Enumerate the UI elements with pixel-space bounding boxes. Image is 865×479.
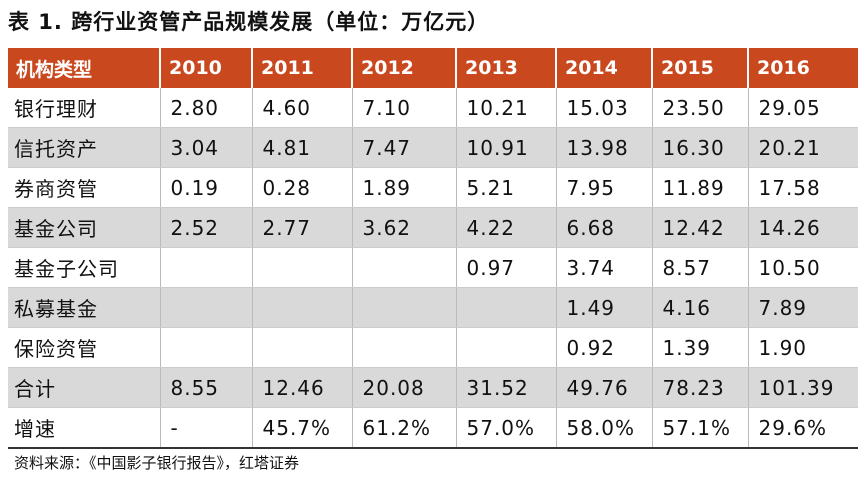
table-cell: 15.03: [555, 88, 652, 128]
table-cell: 29.6%: [747, 407, 858, 449]
table-cell: 7.89: [747, 287, 858, 328]
table-cell: 31.52: [455, 367, 556, 408]
table-cell: 16.30: [651, 127, 748, 168]
empty-cell: [455, 327, 556, 368]
table-cell: 6.68: [555, 207, 652, 248]
table-cell: 14.26: [747, 207, 858, 248]
table-cell: 11.89: [651, 167, 748, 208]
table-cell: 0.28: [251, 167, 352, 208]
header-row: 机构类型 2010 2011 2012 2013 2014 2015 2016: [8, 48, 858, 88]
table-cell: 23.50: [651, 88, 748, 128]
row-label: 保险资管: [8, 327, 160, 368]
table-cell: 10.50: [747, 247, 858, 288]
row-label: 增速: [8, 407, 160, 449]
table-cell: 57.0%: [455, 407, 556, 449]
table-cell: 0.97: [455, 247, 556, 288]
row-label: 基金子公司: [8, 247, 160, 288]
empty-cell: [251, 287, 352, 328]
header-cell: 2016: [747, 48, 858, 88]
table-body: 银行理财 2.80 4.60 7.10 10.21 15.03 23.50 29.05 信托资产…: [8, 88, 858, 449]
table-cell: 49.76: [555, 367, 652, 408]
table-cell: 78.23: [651, 367, 748, 408]
table-cell: 7.10: [351, 88, 456, 128]
table-cell: 2.80: [159, 88, 252, 128]
table-row: 保险资管 0.92 1.39 1.90: [8, 327, 858, 368]
table-cell: 3.62: [351, 207, 456, 248]
table-cell: 4.16: [651, 287, 748, 328]
table-cell: 20.08: [351, 367, 456, 408]
table-cell: 0.92: [555, 327, 652, 368]
table-row: 银行理财 2.80 4.60 7.10 10.21 15.03 23.50 29.05: [8, 88, 858, 128]
table-cell: 2.52: [159, 207, 252, 248]
row-label: 私募基金: [8, 287, 160, 328]
empty-cell: [351, 247, 456, 288]
header-cell: 机构类型: [8, 48, 160, 88]
table-row: 基金子公司 0.97 3.74 8.57 10.50: [8, 247, 858, 288]
table-row: 信托资产 3.04 4.81 7.47 10.91 13.98 16.30 20.21: [8, 127, 858, 168]
data-table: 机构类型 2010 2011 2012 2013 2014 2015 2016 银行理财 2.8…: [8, 48, 858, 449]
table-cell: 12.46: [251, 367, 352, 408]
table-cell: 13.98: [555, 127, 652, 168]
table-cell: 10.21: [455, 88, 556, 128]
header-cell: 2011: [251, 48, 352, 88]
header-cell: 2014: [555, 48, 652, 88]
empty-cell: [251, 327, 352, 368]
table-cell: 10.91: [455, 127, 556, 168]
table-cell: 7.47: [351, 127, 456, 168]
table-cell: -: [159, 407, 252, 449]
row-label: 银行理财: [8, 88, 160, 128]
table-cell: 3.74: [555, 247, 652, 288]
table-cell: 61.2%: [351, 407, 456, 449]
table-cell: 58.0%: [555, 407, 652, 449]
table-cell: 1.49: [555, 287, 652, 328]
header-cell: 2012: [351, 48, 456, 88]
row-label: 基金公司: [8, 207, 160, 248]
table-cell: 7.95: [555, 167, 652, 208]
empty-cell: [351, 287, 456, 328]
table-cell: 4.60: [251, 88, 352, 128]
row-label: 券商资管: [8, 167, 160, 208]
empty-cell: [455, 287, 556, 328]
table-row: 合计 8.55 12.46 20.08 31.52 49.76 78.23 101.39: [8, 367, 858, 408]
table-cell: 29.05: [747, 88, 858, 128]
table-cell: 8.57: [651, 247, 748, 288]
empty-cell: [159, 287, 252, 328]
table-cell: 17.58: [747, 167, 858, 208]
table-cell: 20.21: [747, 127, 858, 168]
table-cell: 5.21: [455, 167, 556, 208]
table-row: 私募基金 1.49 4.16 7.89: [8, 287, 858, 328]
table-cell: 1.39: [651, 327, 748, 368]
row-label: 信托资产: [8, 127, 160, 168]
table-cell: 2.77: [251, 207, 352, 248]
table-cell: 4.22: [455, 207, 556, 248]
table-title: 表 1. 跨行业资管产品规模发展（单位：万亿元）: [8, 10, 490, 34]
table-cell: 8.55: [159, 367, 252, 408]
header-cell: 2010: [159, 48, 252, 88]
table-cell: 57.1%: [651, 407, 748, 449]
table-cell: 4.81: [251, 127, 352, 168]
table-cell: 1.90: [747, 327, 858, 368]
table-cell: 101.39: [747, 367, 858, 408]
source-note: 资料来源：《中国影子银行报告》，红塔证券: [14, 454, 300, 472]
table-cell: 45.7%: [251, 407, 352, 449]
header-cell: 2013: [455, 48, 556, 88]
table-cell: 12.42: [651, 207, 748, 248]
empty-cell: [351, 327, 456, 368]
table-row: 券商资管 0.19 0.28 1.89 5.21 7.95 11.89 17.58: [8, 167, 858, 208]
header-cell: 2015: [651, 48, 748, 88]
table-cell: 3.04: [159, 127, 252, 168]
empty-cell: [159, 247, 252, 288]
row-label: 合计: [8, 367, 160, 408]
table-cell: 1.89: [351, 167, 456, 208]
empty-cell: [251, 247, 352, 288]
table-row: 基金公司 2.52 2.77 3.62 4.22 6.68 12.42 14.26: [8, 207, 858, 248]
table-row: 增速 -45.7% 61.2% 57.0% 58.0% 57.1% 29.6%: [8, 407, 858, 449]
table-cell: 0.19: [159, 167, 252, 208]
empty-cell: [159, 327, 252, 368]
